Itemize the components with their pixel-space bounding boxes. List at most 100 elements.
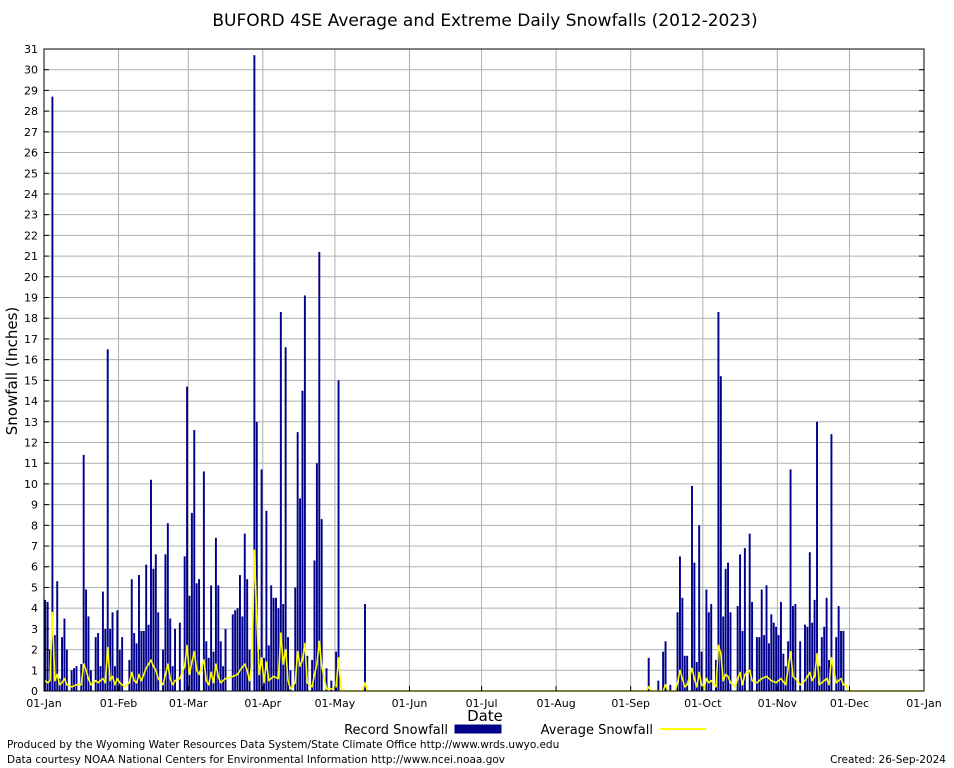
record-snowfall-bar — [736, 606, 739, 691]
record-snowfall-bar — [840, 630, 843, 691]
footer-data-courtesy: Data courtesy NOAA National Centers for … — [7, 754, 505, 766]
record-snowfall-bar — [678, 556, 681, 691]
record-snowfall-bar — [647, 657, 650, 691]
record-snowfall-bar — [294, 587, 297, 691]
y-tick-label: 15 — [24, 374, 38, 387]
record-snowfall-bar — [94, 637, 97, 691]
record-snowfall-bar — [710, 604, 713, 691]
record-snowfall-bar — [335, 651, 338, 691]
record-snowfall-bar — [767, 643, 770, 691]
record-snowfall-bar — [157, 612, 160, 691]
record-snowfall-bar — [202, 471, 205, 691]
legend-record-swatch — [454, 724, 502, 734]
legend-record-label: Record Snowfall — [344, 723, 448, 738]
x-tick-label: 01-Feb — [100, 697, 137, 710]
record-snowfall-bar — [89, 670, 92, 691]
record-snowfall-bar — [315, 463, 318, 691]
y-tick-label: 1 — [31, 664, 38, 677]
y-tick-label: 9 — [31, 499, 38, 512]
record-snowfall-bar — [75, 666, 78, 691]
record-snowfall-bar — [63, 618, 66, 691]
record-snowfall-bar — [669, 684, 672, 691]
record-snowfall-bar — [162, 649, 164, 691]
record-snowfall-bar — [775, 626, 778, 691]
record-snowfall-bar — [825, 597, 828, 691]
x-tick-label: 01-Sep — [611, 697, 650, 710]
record-snowfall-bar — [109, 628, 112, 691]
record-snowfall-bar — [210, 585, 213, 691]
record-snowfall-bar — [695, 662, 698, 691]
record-snowfall-bar — [212, 651, 215, 691]
y-tick-label: 21 — [24, 250, 38, 263]
record-snowfall-bar — [794, 604, 797, 691]
record-snowfall-bar — [207, 657, 210, 691]
record-snowfall-bar — [140, 630, 143, 691]
record-snowfall-bar — [751, 601, 754, 691]
record-snowfall-bar — [243, 533, 246, 691]
y-tick-label: 22 — [24, 229, 38, 242]
record-snowfall-bar — [320, 519, 323, 691]
record-snowfall-bar — [760, 589, 763, 691]
record-snowfall-bar — [662, 651, 665, 691]
record-snowfall-bar — [325, 668, 328, 691]
y-tick-label: 3 — [31, 623, 38, 636]
x-tick-label: 01-May — [315, 697, 356, 710]
x-tick-label: 01-Dec — [830, 697, 869, 710]
record-snowfall-bar — [154, 554, 157, 691]
record-snowfall-bar — [770, 614, 773, 691]
record-snowfall-bar — [799, 641, 802, 691]
chart-title: BUFORD 4SE Average and Extreme Daily Sno… — [212, 11, 757, 31]
record-snowfall-bar — [260, 469, 263, 691]
x-tick-label: 01-Apr — [244, 697, 281, 710]
y-tick-label: 12 — [24, 436, 38, 449]
record-snowfall-bar — [272, 597, 275, 691]
record-snowfall-bar — [707, 612, 710, 691]
x-tick-label: 01-Jun — [392, 697, 428, 710]
record-snowfall-bar — [171, 666, 174, 691]
legend: Record Snowfall Average Snowfall — [344, 723, 706, 738]
record-snowfall-bar — [743, 548, 746, 691]
record-snowfall-bar — [217, 585, 220, 691]
record-snowfall-bar — [698, 525, 701, 691]
record-snowfall-bar — [241, 616, 244, 691]
record-snowfall-bar — [364, 604, 366, 691]
record-snowfall-bar — [277, 608, 280, 691]
record-snowfall-bar — [147, 624, 150, 691]
y-tick-label: 27 — [24, 126, 38, 139]
record-snowfall-bar — [664, 641, 667, 691]
y-tick-label: 5 — [31, 581, 38, 594]
record-snowfall-bar — [676, 612, 679, 691]
record-snowfall-bar — [166, 523, 169, 691]
record-snowfall-bar — [705, 589, 708, 691]
footer-created: Created: 26-Sep-2024 — [830, 754, 946, 766]
record-snowfall-bar — [219, 641, 222, 691]
legend-average-label: Average Snowfall — [541, 723, 653, 738]
record-snowfall-bar — [51, 96, 54, 691]
record-snowfall-bar — [61, 637, 63, 691]
record-snowfall-bar — [772, 622, 775, 691]
record-snowfall-bar — [145, 564, 148, 691]
y-tick-label: 23 — [24, 209, 38, 222]
record-snowfall-bar — [779, 601, 782, 691]
record-snowfall-bar — [188, 595, 191, 691]
y-tick-label: 26 — [24, 147, 38, 160]
record-snowfall-bar — [808, 552, 811, 691]
record-snowfall-bar — [253, 55, 256, 692]
record-snowfall-bar — [813, 599, 816, 691]
record-snowfall-bar — [267, 645, 270, 691]
record-snowfall-bar — [118, 649, 121, 691]
record-snowfall-bar — [70, 670, 73, 691]
record-snowfall-bar — [823, 626, 826, 691]
record-snowfall-bars — [44, 55, 845, 692]
record-snowfall-bar — [85, 589, 88, 691]
record-snowfall-bar — [106, 349, 109, 691]
record-snowfall-bar — [739, 554, 742, 691]
record-snowfall-bar — [183, 556, 186, 691]
y-tick-label: 19 — [24, 292, 38, 305]
record-snowfall-bar — [830, 434, 833, 691]
record-snowfall-bar — [681, 597, 684, 691]
record-snowfall-bar — [284, 347, 287, 691]
y-tick-label: 11 — [24, 457, 38, 470]
record-snowfall-bar — [313, 560, 316, 691]
